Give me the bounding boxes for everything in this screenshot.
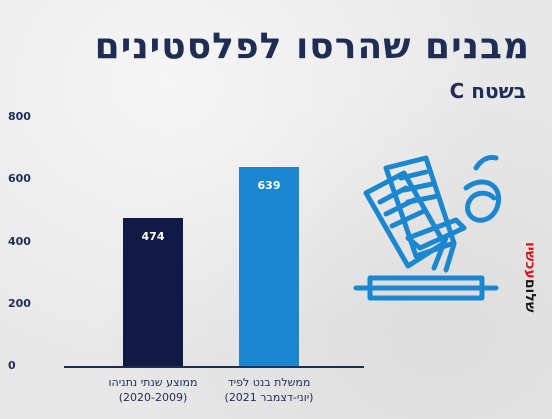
bar-value-label: 639: [257, 179, 281, 193]
brand-text: שלוםעכשיו: [522, 242, 538, 312]
brand-logo: שלוםעכשיו: [522, 242, 550, 362]
x-category-label: ממשלת בנט לפיד (יוני-דצמבר 2021): [214, 375, 324, 405]
y-tick-label: 0: [8, 359, 16, 372]
y-tick-label: 400: [8, 234, 31, 248]
x-category-label-line: (2020-2009): [118, 391, 188, 404]
x-category-label-line: ממוצע שנתי נתניהו: [108, 376, 198, 389]
brand-part-1: שלום: [522, 278, 538, 313]
bar-1: [123, 218, 183, 366]
chart-subtitle: בשטח C: [449, 79, 526, 103]
chart-title: מבנים שהרסו לפלסטינים: [94, 26, 530, 67]
y-tick-label: 800: [8, 110, 31, 123]
y-tick-label: 200: [8, 296, 31, 310]
bar-2: [239, 167, 299, 366]
x-category-label-line: ממשלת בנט לפיד: [227, 376, 311, 389]
x-category-label-line: (יוני-דצמבר 2021): [224, 391, 314, 404]
bar-value-label: 474: [141, 230, 165, 244]
brand-part-2: עכשיו: [522, 242, 538, 279]
y-tick-label: 600: [8, 172, 31, 186]
x-category-label: ממוצע שנתי נתניהו (2020-2009): [98, 375, 208, 405]
x-axis-line: [64, 366, 364, 368]
document-shredder-icon: [346, 148, 521, 308]
